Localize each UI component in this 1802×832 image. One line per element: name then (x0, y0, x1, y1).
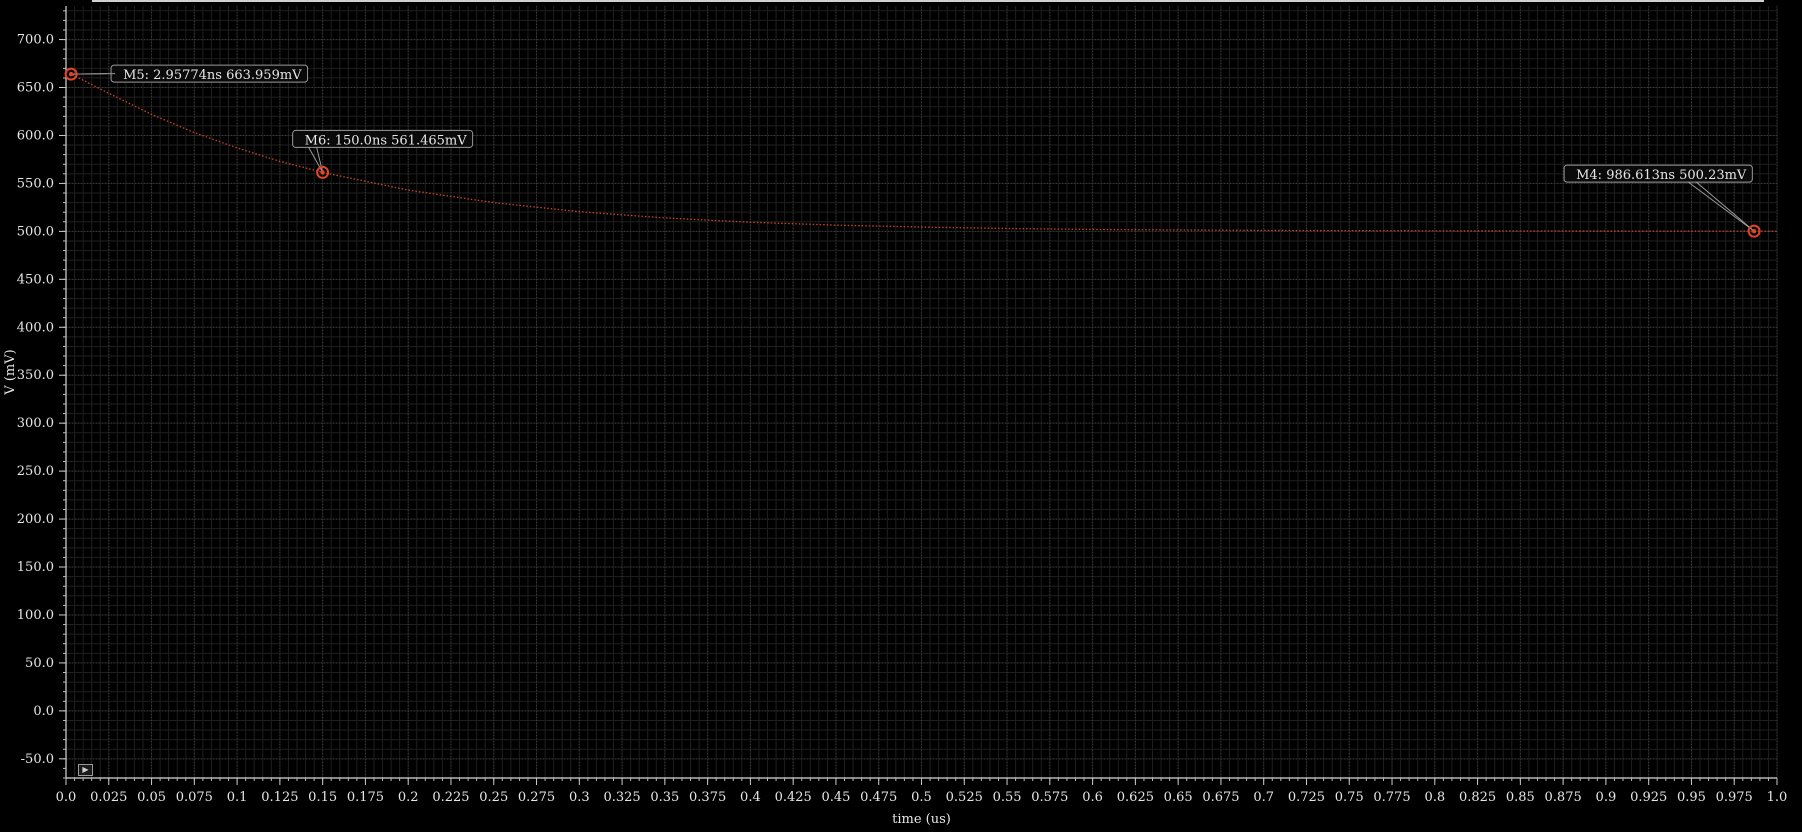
x-tick-label: 1.0 (1767, 790, 1788, 805)
x-tick-label: 0.225 (432, 790, 469, 805)
x-tick-label: 0.05 (137, 790, 166, 805)
marker-ring[interactable] (64, 67, 78, 81)
x-tick-label: 0.925 (1630, 790, 1667, 805)
x-tick-label: 0.025 (90, 790, 127, 805)
marker-leader-line (1688, 181, 1755, 232)
x-tick-label: 0.075 (176, 790, 213, 805)
marker-callout-box (292, 129, 474, 148)
x-tick-label: 0.8 (1424, 790, 1445, 805)
x-tick-label: 0.15 (308, 790, 337, 805)
marker-label: M5: 2.95774ns 663.959mV (123, 68, 302, 83)
marker-dot[interactable] (1751, 228, 1757, 234)
x-tick-label: 0.725 (1288, 790, 1325, 805)
marker-label: M4: 986.613ns 500.23mV (1576, 168, 1747, 183)
y-tick-label: 400.0 (17, 320, 54, 335)
x-tick-label: 0.25 (479, 790, 508, 805)
y-tick-label: 700.0 (17, 33, 54, 48)
x-tick-label: 0.575 (1031, 790, 1068, 805)
x-tick-label: 0.875 (1545, 790, 1582, 805)
x-tick-label: 0.125 (261, 790, 298, 805)
y-tick-label: 200.0 (17, 512, 54, 527)
x-tick-label: 0.2 (398, 790, 419, 805)
marker-leader-line (316, 147, 324, 173)
x-tick-label: 0.4 (740, 790, 761, 805)
y-tick-label: 300.0 (17, 416, 54, 431)
x-tick-label: 0.0 (56, 790, 77, 805)
x-tick-label: 0.425 (775, 790, 812, 805)
x-tick-label: 0.975 (1716, 790, 1753, 805)
y-tick-label: 250.0 (17, 464, 54, 479)
y-tick-label: 650.0 (17, 81, 54, 96)
y-tick-label: 450.0 (17, 272, 54, 287)
y-axis-title: V (mV) (3, 349, 18, 395)
x-tick-label: 0.175 (347, 790, 384, 805)
x-tick-label: 0.3 (569, 790, 590, 805)
x-tick-label: 0.675 (1202, 790, 1239, 805)
grid-lines (65, 6, 1778, 778)
marker-ring[interactable] (1747, 224, 1761, 238)
y-axis-ticks: -50.0 0.0 50.0 100.0 150.0 200.0 250.0 300.0 350… (17, 10, 66, 779)
x-tick-label: 0.6 (1082, 790, 1103, 805)
marker-m5[interactable]: M5: 2.95774ns 663.959mV (64, 64, 309, 83)
y-tick-label: 100.0 (17, 608, 54, 623)
x-tick-label: 0.375 (689, 790, 726, 805)
marker-m6[interactable]: M6: 150.0ns 561.465mV (292, 129, 474, 179)
x-tick-label: 0.275 (518, 790, 555, 805)
series-line[interactable] (65, 71, 1778, 232)
marker-leader-line (71, 73, 116, 75)
y-tick-label: 550.0 (17, 176, 54, 191)
y-tick-label: -50.0 (21, 752, 54, 767)
x-tick-label: 0.625 (1117, 790, 1154, 805)
series-layer (65, 71, 1778, 232)
y-tick-label: 600.0 (17, 128, 54, 143)
marker-label: M6: 150.0ns 561.465mV (305, 133, 468, 148)
x-tick-label: 0.45 (821, 790, 850, 805)
marker-dot[interactable] (68, 71, 74, 77)
x-tick-label: 0.7 (1253, 790, 1274, 805)
x-axis-ticks: 0.0 0.025 0.05 0.075 0.1 0.125 0.15 0.175 0.2 0.2… (56, 778, 1788, 805)
marker-leader-line (1696, 181, 1755, 232)
marker-callout-box (1563, 164, 1753, 183)
x-tick-label: 0.775 (1373, 790, 1410, 805)
plot-top-edge (92, 0, 1764, 2)
markers-layer: M5: 2.95774ns 663.959mV M6: 150.0ns 561.4… (64, 64, 1761, 238)
y-tick-label: 0.0 (33, 704, 54, 719)
x-axis-title: time (us) (892, 812, 951, 827)
x-tick-label: 0.825 (1459, 790, 1496, 805)
y-tick-label: 350.0 (17, 368, 54, 383)
x-tick-label: 0.9 (1596, 790, 1617, 805)
x-tick-label: 0.325 (603, 790, 640, 805)
x-tick-label: 0.75 (1335, 790, 1364, 805)
expand-icon[interactable]: ▶ (78, 764, 93, 776)
x-tick-label: 0.95 (1677, 790, 1706, 805)
y-tick-label: 50.0 (25, 656, 54, 671)
x-tick-label: 0.35 (650, 790, 679, 805)
x-tick-label: 0.475 (860, 790, 897, 805)
x-tick-label: 0.1 (227, 790, 248, 805)
x-tick-label: 0.65 (1164, 790, 1193, 805)
marker-m4[interactable]: M4: 986.613ns 500.23mV (1563, 164, 1761, 238)
x-tick-label: 0.85 (1506, 790, 1535, 805)
x-tick-label: 0.525 (946, 790, 983, 805)
y-tick-label: 150.0 (17, 560, 54, 575)
x-tick-label: 0.5 (911, 790, 932, 805)
x-tick-label: 0.55 (993, 790, 1022, 805)
marker-ring[interactable] (316, 165, 330, 179)
marker-dot[interactable] (320, 170, 325, 175)
y-tick-label: 500.0 (17, 224, 54, 239)
